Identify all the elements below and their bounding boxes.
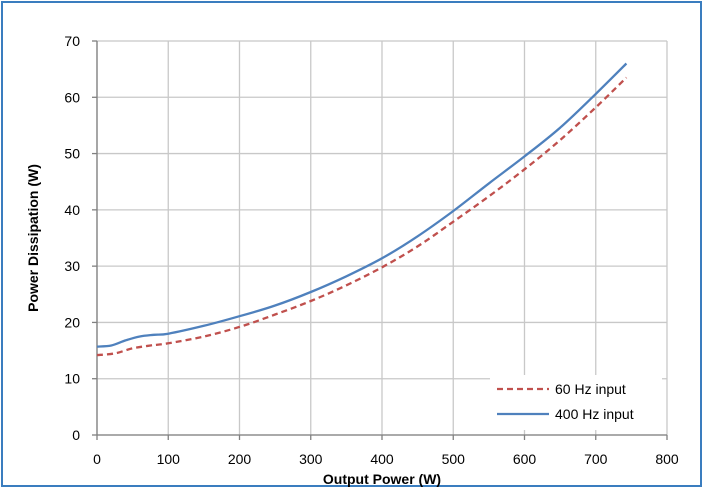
y-tick-label: 70 (64, 33, 80, 49)
x-tick-label: 500 (442, 451, 466, 467)
legend-box (490, 375, 662, 430)
x-tick-label: 300 (299, 451, 323, 467)
x-tick-label: 700 (584, 451, 608, 467)
series-line-2 (96, 62, 628, 348)
legend-label-2: 400 Hz input (555, 406, 634, 422)
x-tick-label: 800 (655, 451, 679, 467)
y-tick-label: 50 (64, 146, 80, 162)
x-axis-title: Output Power (W) (323, 471, 441, 487)
y-tick-label: 0 (72, 427, 80, 443)
series-line-1 (96, 76, 628, 357)
legend: 60 Hz input 400 Hz input (490, 375, 662, 430)
y-tick-label: 60 (64, 89, 80, 105)
y-axis-title: Power Dissipation (W) (25, 164, 41, 312)
x-tick-label: 600 (513, 451, 537, 467)
legend-items: 60 Hz input 400 Hz input (497, 381, 634, 422)
y-tick-label: 20 (64, 314, 80, 330)
x-tick-label: 100 (157, 451, 181, 467)
x-tick-label: 200 (228, 451, 252, 467)
x-axis-ticks: 0 100 200 300 400 500 600 700 800 (93, 435, 679, 467)
legend-label-1: 60 Hz input (555, 381, 626, 397)
y-axis-ticks: 0 10 20 30 40 50 60 70 (64, 33, 97, 443)
y-tick-label: 10 (64, 371, 80, 387)
y-tick-label: 40 (64, 202, 80, 218)
series-layer (96, 62, 628, 357)
y-tick-label: 30 (64, 258, 80, 274)
x-tick-label: 400 (370, 451, 394, 467)
x-tick-label: 0 (93, 451, 101, 467)
